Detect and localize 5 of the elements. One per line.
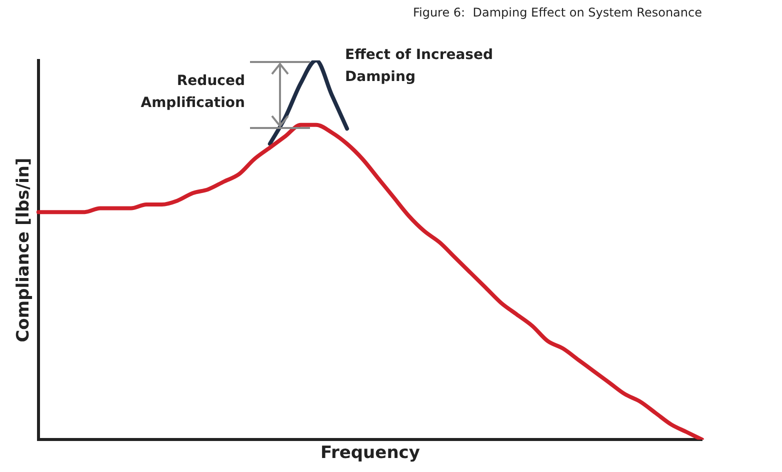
- annotation: Reduced Amplification: [140, 72, 245, 113]
- chart-title: Figure 6: Damping Effect on System Resonance: [412, 5, 702, 20]
- x-axis-title: Frequency: [320, 443, 420, 464]
- annotation: Effect of Increased Damping: [345, 46, 494, 87]
- y-axis-title: Compliance [lbs/in]: [14, 158, 34, 342]
